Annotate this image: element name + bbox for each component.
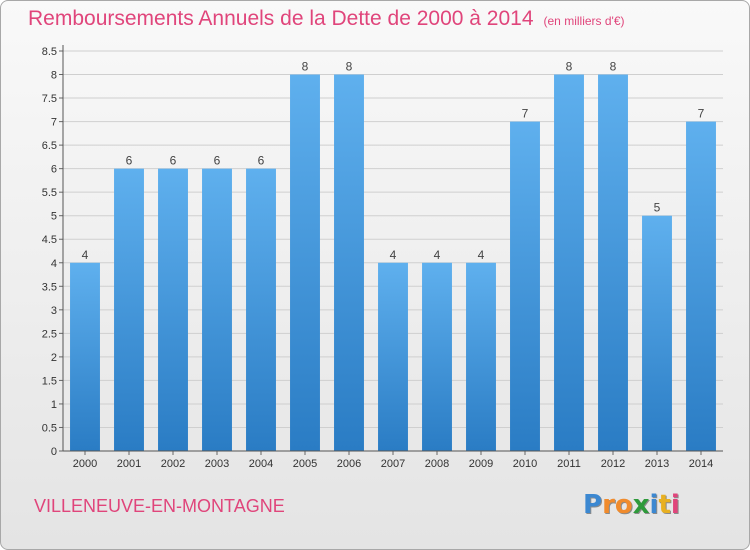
- bar-2014: [686, 121, 716, 452]
- bar-2009: [466, 262, 496, 451]
- value-label: 6: [214, 154, 221, 168]
- value-label: 6: [126, 154, 133, 168]
- value-label: 7: [698, 107, 705, 121]
- y-tick-label: 0.5: [42, 422, 57, 434]
- value-label: 8: [346, 60, 353, 74]
- y-tick-label: 8.5: [42, 46, 57, 58]
- chart-title: Remboursements Annuels de la Dette de 20…: [28, 7, 625, 31]
- x-tick-label: 2012: [601, 458, 625, 470]
- logo-letter: x: [632, 490, 650, 520]
- y-tick-label: 7.5: [42, 93, 57, 105]
- value-label: 8: [566, 60, 573, 74]
- value-label: 6: [258, 154, 265, 168]
- value-label: 4: [82, 248, 89, 262]
- town-name: VILLENEUVE-EN-MONTAGNE: [34, 496, 285, 516]
- x-tick-label: 2006: [337, 458, 361, 470]
- bar-layer: 4 6 6 6 6 8 8 4 4 4 7 8 8 5 7: [70, 60, 716, 452]
- bar-2003: [202, 168, 232, 451]
- bar-2005: [290, 74, 320, 451]
- value-label: 5: [654, 201, 661, 215]
- x-tick-label: 2005: [293, 458, 317, 470]
- y-tick-label: 4.5: [42, 234, 57, 246]
- x-tick-label: 2010: [513, 458, 537, 470]
- x-tick-label: 2003: [205, 458, 229, 470]
- bar-2000: [70, 262, 100, 451]
- bar-2004: [246, 168, 276, 451]
- axis-layer: 0 0.5 1 1.5 2 2.5 3 3.5 4 4.5 5 5.5 6 6.5 7 7.5 8 8.5 2000…: [42, 45, 723, 470]
- x-tick-label: 2002: [161, 458, 185, 470]
- logo-letter: o: [614, 490, 633, 520]
- bar-2012: [598, 74, 628, 451]
- bar-2011: [554, 74, 584, 451]
- logo-letter: r: [602, 490, 615, 520]
- x-tick-label: 2004: [249, 458, 273, 470]
- value-label: 7: [522, 107, 529, 121]
- logo-letter: P: [583, 490, 603, 520]
- logo-letter: i: [649, 490, 659, 520]
- y-tick-label: 6.5: [42, 140, 57, 152]
- logo-letter: t: [658, 490, 671, 520]
- y-tick-label: 7: [51, 117, 57, 129]
- y-tick-label: 3: [51, 305, 57, 317]
- y-tick-label: 5.5: [42, 187, 57, 199]
- bar-2008: [422, 262, 452, 451]
- value-label: 4: [390, 248, 397, 262]
- y-tick-label: 4: [51, 258, 57, 270]
- value-label: 4: [434, 248, 441, 262]
- chart-subtitle: (en milliers d'€): [543, 14, 625, 28]
- x-tick-label: 2009: [469, 458, 493, 470]
- y-tick-label: 1: [51, 399, 57, 411]
- bar-2010: [510, 121, 540, 452]
- bar-2007: [378, 262, 408, 451]
- logo-letter: i: [670, 490, 680, 520]
- bar-2002: [158, 168, 188, 451]
- x-tick-label: 2008: [425, 458, 449, 470]
- bar-2013: [642, 215, 672, 451]
- x-tick-label: 2001: [117, 458, 141, 470]
- value-label: 8: [302, 60, 309, 74]
- y-tick-label: 2: [51, 352, 57, 364]
- y-tick-label: 6: [51, 164, 57, 176]
- y-tick-label: 0: [51, 446, 57, 458]
- y-tick-label: 3.5: [42, 281, 57, 293]
- x-tick-label: 2000: [73, 458, 97, 470]
- y-tick-label: 1.5: [42, 375, 57, 387]
- y-tick-label: 5: [51, 211, 57, 223]
- bar-2006: [334, 74, 364, 451]
- value-label: 4: [478, 248, 485, 262]
- x-tick-label: 2011: [557, 458, 581, 470]
- value-label: 8: [610, 60, 617, 74]
- bar-2001: [114, 168, 144, 451]
- proxiti-logo: Proxiti: [583, 490, 680, 520]
- x-tick-label: 2014: [689, 458, 713, 470]
- x-tick-label: 2013: [645, 458, 669, 470]
- value-label: 6: [170, 154, 177, 168]
- y-tick-label: 2.5: [42, 328, 57, 340]
- y-tick-label: 8: [51, 70, 57, 82]
- chart-title-text: Remboursements Annuels de la Dette de 20…: [28, 7, 534, 30]
- x-tick-label: 2007: [381, 458, 405, 470]
